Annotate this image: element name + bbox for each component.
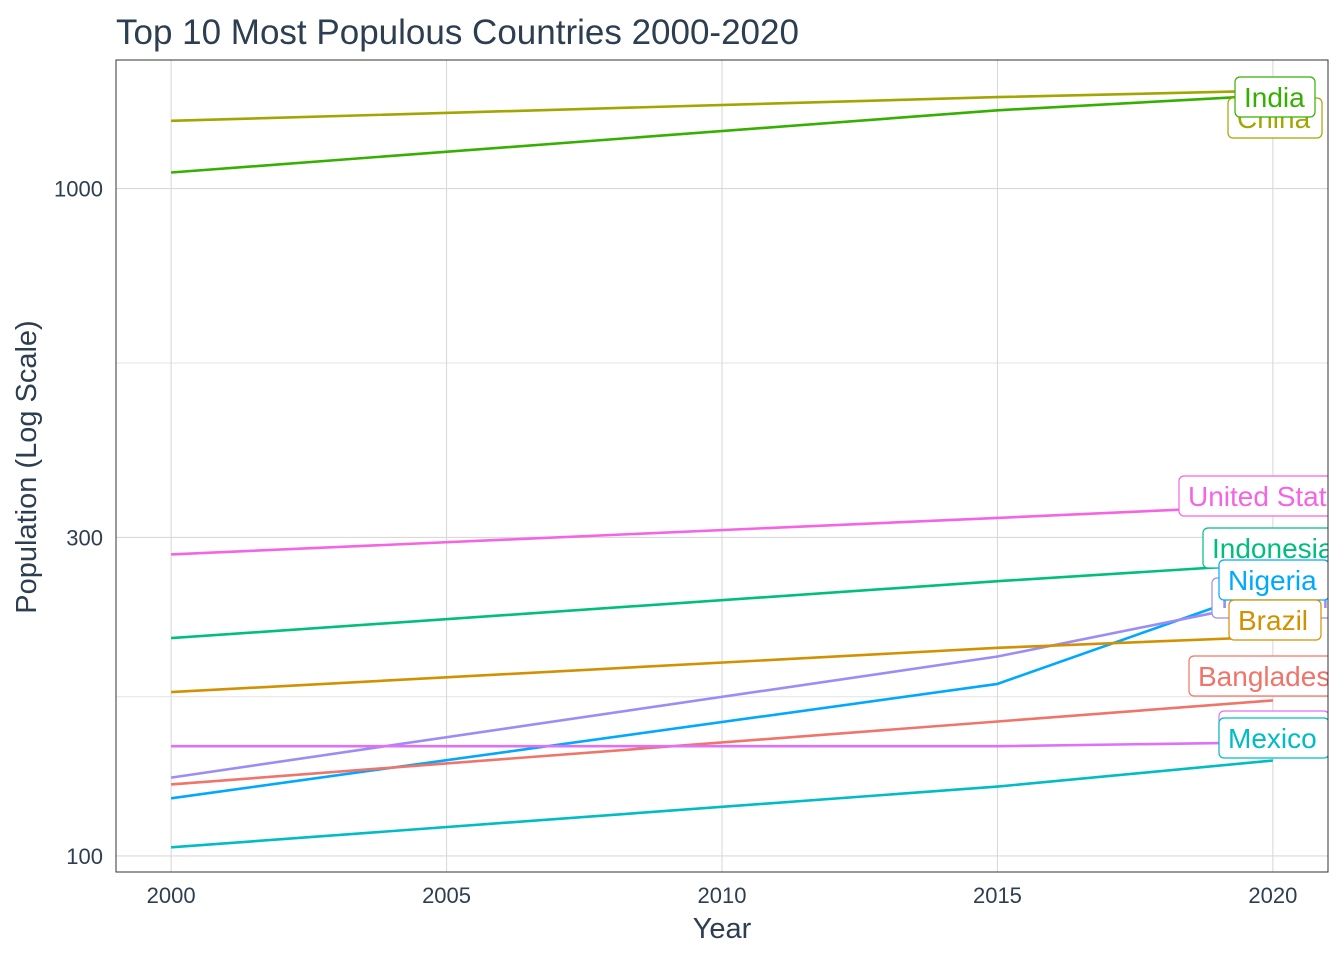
line-label-text: Brazil [1238,605,1308,636]
line-label-box [1218,717,1328,759]
line-label-text: United States [1188,481,1344,512]
line-label-bangladesh: Bangladesh [1188,655,1344,697]
y-tick-label: 300 [66,525,103,550]
line-label-nigeria: Nigeria [1218,559,1328,601]
series-line-indonesia [171,562,1273,640]
x-tick-label: 2010 [698,883,747,908]
line-label-india: India [1234,76,1316,118]
series-line-china [171,89,1273,123]
line-label-box [1228,599,1322,641]
line-label-brazil: Brazil [1228,599,1322,641]
y-tick-label: 100 [66,844,103,869]
line-label-united-states: United States [1178,475,1344,517]
chart-grid [116,60,1328,872]
x-tick-label: 2015 [973,883,1022,908]
line-label-box [1178,475,1328,517]
series-line-brazil [171,635,1273,694]
series-line-pakistan [170,599,1274,779]
x-tick-label: 2005 [422,883,471,908]
line-label-indonesia: Indonesia [1202,527,1334,569]
line-label-text: Nigeria [1228,565,1317,596]
line-label-mexico: Mexico [1218,717,1328,759]
y-axis-title: Population (Log Scale) [11,320,43,613]
line-label-text: Bangladesh [1198,661,1344,692]
line-label-text: Indonesia [1212,533,1334,564]
y-tick-label: 1000 [54,177,103,202]
line-label-text: India [1244,82,1305,113]
series-line-mexico [171,759,1274,849]
x-tick-label: 2020 [1248,883,1297,908]
y-axis-ticks: 100 300 1000 [54,177,103,869]
series-line-bangladesh [171,699,1273,786]
line-label-box [1234,76,1316,118]
series-line-india [171,93,1273,174]
chart-title: Top 10 Most Populous Countries 2000-2020 [116,13,799,52]
line-label-box [1188,655,1328,697]
x-tick-label: 2000 [147,883,196,908]
x-axis-title: Year [693,913,752,945]
x-axis-ticks: 2000 2005 2010 2015 2020 [147,883,1298,908]
chart-line-labels: ChinaPakistanIndiaUnited StatesIndonesia… [1178,76,1344,759]
series-line-russia [171,741,1273,748]
line-label-text: Mexico [1228,723,1317,754]
plot-panel-border [115,59,1329,873]
